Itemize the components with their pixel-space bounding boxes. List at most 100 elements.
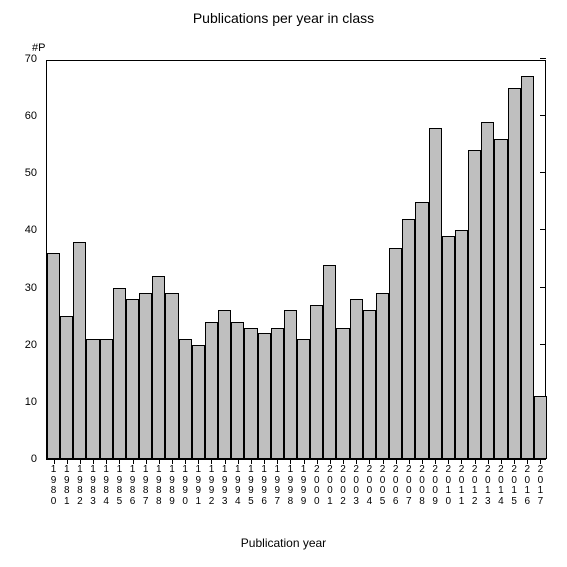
chart-title: Publications per year in class — [0, 10, 567, 26]
x-tick-mark — [396, 458, 397, 464]
x-tick: 2006 — [389, 459, 402, 507]
x-tick-label: 1987 — [139, 465, 152, 507]
x-tick-label: 1998 — [284, 465, 297, 507]
x-tick-mark — [435, 458, 436, 464]
x-tick-mark — [409, 458, 410, 464]
bar — [402, 219, 415, 459]
x-tick-label: 2016 — [521, 465, 534, 507]
x-tick-label: 2008 — [415, 465, 428, 507]
x-tick: 2005 — [376, 459, 389, 507]
bar — [310, 305, 323, 459]
x-tick-mark — [146, 458, 147, 464]
bar — [165, 293, 178, 459]
bar — [415, 202, 428, 459]
x-tick-mark — [304, 458, 305, 464]
x-tick-label: 2010 — [442, 465, 455, 507]
y-tick-label: 60 — [25, 110, 47, 122]
bar — [350, 299, 363, 459]
x-tick-mark — [238, 458, 239, 464]
x-tick: 1987 — [139, 459, 152, 507]
y-tick-label: 50 — [25, 167, 47, 179]
bar — [323, 265, 336, 459]
x-tick-mark — [356, 458, 357, 464]
x-tick: 1980 — [47, 459, 60, 507]
x-tick: 1985 — [113, 459, 126, 507]
x-tick: 1998 — [284, 459, 297, 507]
x-tick-mark — [540, 458, 541, 464]
x-tick-label: 1980 — [47, 465, 60, 507]
x-tick: 1999 — [297, 459, 310, 507]
x-tick-mark — [211, 458, 212, 464]
bar — [481, 122, 494, 459]
x-tick-label: 2003 — [350, 465, 363, 507]
y-tick-mark — [540, 172, 546, 173]
x-tick-mark — [461, 458, 462, 464]
x-axis-label: Publication year — [0, 536, 567, 550]
x-tick-label: 2006 — [389, 465, 402, 507]
x-tick: 1983 — [86, 459, 99, 507]
x-tick-mark — [527, 458, 528, 464]
x-tick-label: 1982 — [73, 465, 86, 507]
x-tick: 2012 — [468, 459, 481, 507]
x-tick-mark — [172, 458, 173, 464]
x-tick: 2002 — [336, 459, 349, 507]
x-tick-mark — [67, 458, 68, 464]
bar — [192, 345, 205, 459]
x-tick-label: 1986 — [126, 465, 139, 507]
x-tick-mark — [106, 458, 107, 464]
x-tick: 2003 — [350, 459, 363, 507]
x-tick-label: 2000 — [310, 465, 323, 507]
x-tick-label: 1992 — [205, 465, 218, 507]
x-tick-label: 2002 — [336, 465, 349, 507]
bar — [139, 293, 152, 459]
bar — [86, 339, 99, 459]
x-tick-mark — [225, 458, 226, 464]
x-tick-label: 1997 — [271, 465, 284, 507]
x-tick-label: 1985 — [113, 465, 126, 507]
chart-container: Publications per year in class #P 010203… — [0, 0, 567, 567]
bar — [494, 139, 507, 459]
y-tick-label: 70 — [25, 53, 47, 65]
x-tick: 2011 — [455, 459, 468, 507]
x-tick-label: 2011 — [455, 465, 468, 507]
x-tick-label: 1996 — [258, 465, 271, 507]
x-tick: 2010 — [442, 459, 455, 507]
bar — [179, 339, 192, 459]
bar — [100, 339, 113, 459]
x-tick: 1992 — [205, 459, 218, 507]
bar — [205, 322, 218, 459]
y-tick-mark — [540, 115, 546, 116]
x-tick: 1989 — [165, 459, 178, 507]
x-tick: 2014 — [494, 459, 507, 507]
x-tick-label: 1989 — [165, 465, 178, 507]
x-tick: 1997 — [271, 459, 284, 507]
bar — [271, 328, 284, 459]
bar — [508, 88, 521, 459]
y-tick-label: 30 — [25, 282, 47, 294]
x-tick-mark — [80, 458, 81, 464]
x-tick: 2001 — [323, 459, 336, 507]
bar — [363, 310, 376, 459]
x-tick-label: 2007 — [402, 465, 415, 507]
x-tick-label: 2005 — [376, 465, 389, 507]
y-tick-label: 40 — [25, 224, 47, 236]
x-tick-label: 2013 — [481, 465, 494, 507]
x-tick: 2017 — [534, 459, 547, 507]
x-tick-mark — [277, 458, 278, 464]
x-tick-mark — [264, 458, 265, 464]
x-tick-mark — [185, 458, 186, 464]
x-tick-mark — [317, 458, 318, 464]
x-tick-label: 2012 — [468, 465, 481, 507]
x-tick-mark — [54, 458, 55, 464]
bar — [126, 299, 139, 459]
x-tick-mark — [330, 458, 331, 464]
x-tick-label: 1993 — [218, 465, 231, 507]
x-tick-mark — [448, 458, 449, 464]
x-tick: 1982 — [73, 459, 86, 507]
x-tick-mark — [290, 458, 291, 464]
x-tick-label: 1999 — [297, 465, 310, 507]
x-tick-label: 2015 — [508, 465, 521, 507]
x-tick: 1990 — [179, 459, 192, 507]
x-tick-mark — [514, 458, 515, 464]
x-tick-label: 1981 — [60, 465, 73, 507]
